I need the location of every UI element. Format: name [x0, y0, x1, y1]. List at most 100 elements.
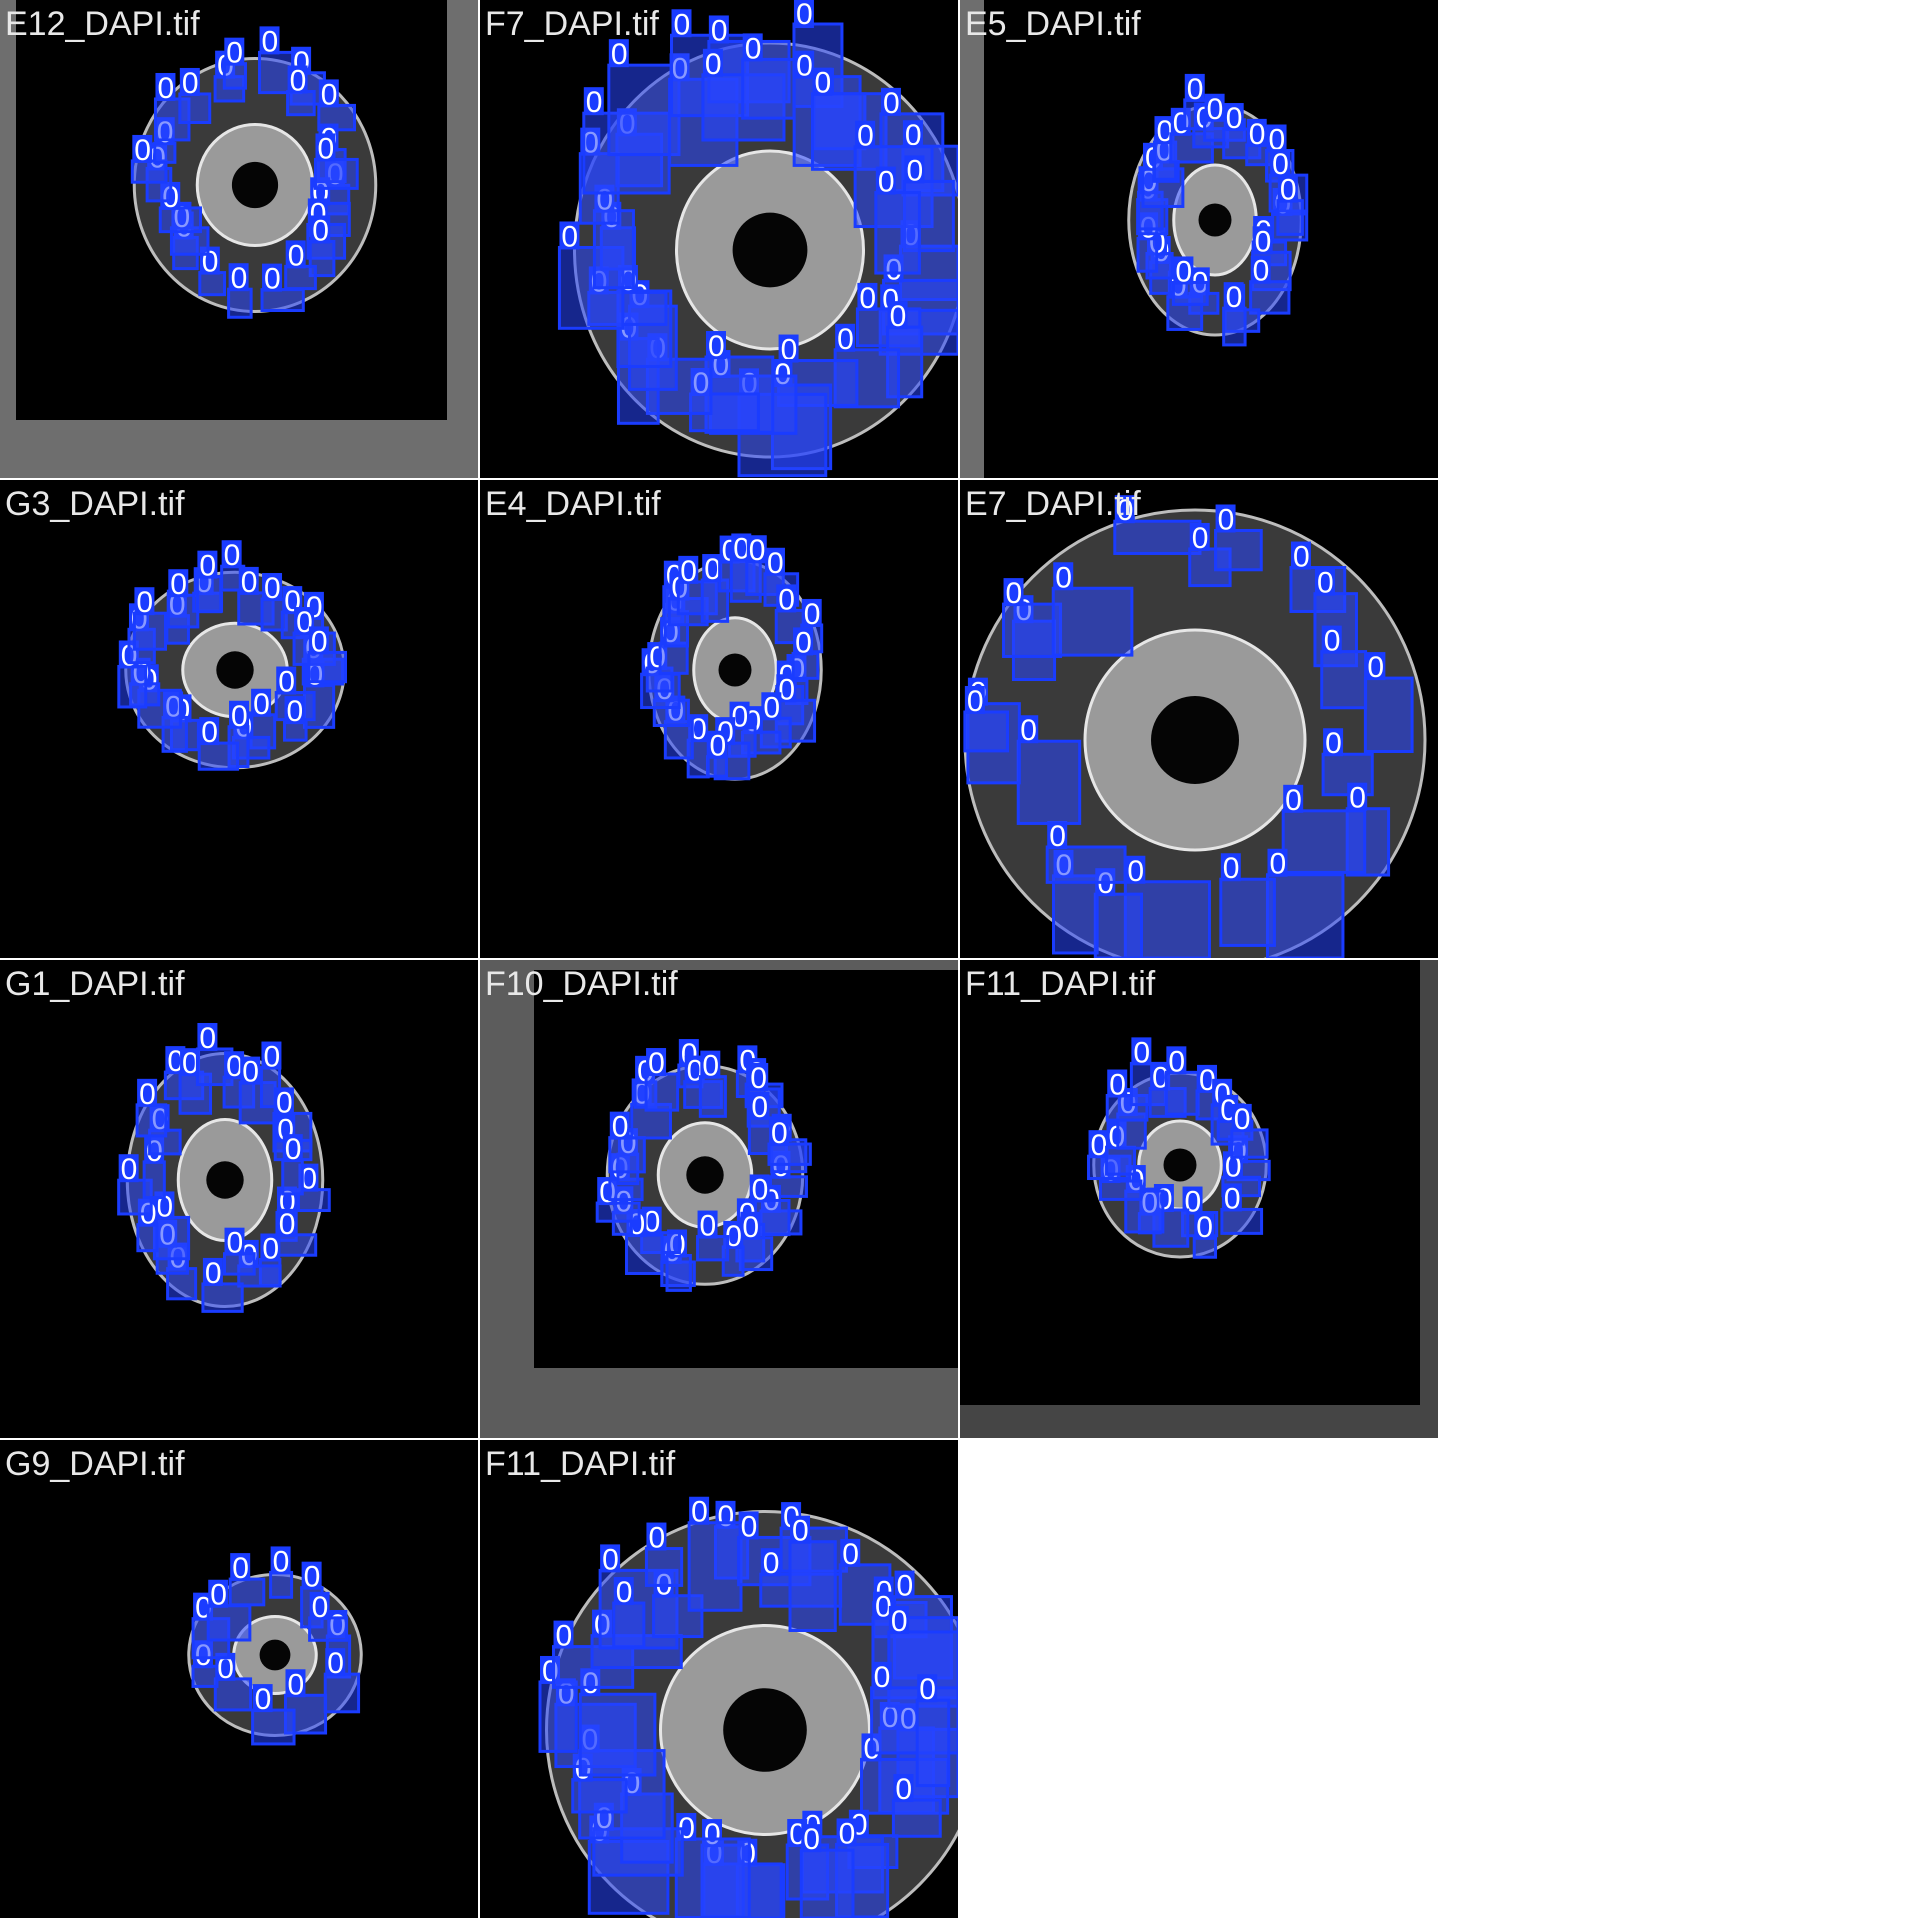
- detection-class-label: 0: [285, 1133, 302, 1166]
- detection-class-label: 0: [134, 134, 151, 167]
- detection-class-label: 0: [919, 1673, 936, 1706]
- detection-class-label: 0: [702, 1050, 719, 1083]
- detection-class-label: 0: [1218, 503, 1235, 536]
- detection-class-label: 0: [648, 1522, 665, 1555]
- detection-class-label: 0: [312, 1591, 329, 1624]
- detection-box: 0: [644, 1047, 680, 1112]
- detection-box: 0: [1113, 494, 1202, 555]
- detection-box: 0: [644, 1522, 684, 1587]
- detection-class-label: 0: [795, 626, 812, 659]
- detection-class-label: 0: [1367, 651, 1384, 684]
- detection-box: 0: [874, 166, 921, 275]
- detection-class-label: 0: [288, 239, 305, 272]
- detection-class-label: 0: [842, 1538, 859, 1571]
- micrograph: 000000000000000000000000: [16, 0, 447, 420]
- detection-class-label: 0: [232, 1552, 249, 1585]
- detection-class-label: 0: [167, 1045, 184, 1078]
- detection-box: 0: [308, 214, 336, 278]
- vessel-lumen: [718, 653, 752, 687]
- detection-class-label: 0: [312, 214, 329, 247]
- detection-class-label: 0: [708, 330, 725, 363]
- detection-box: 0: [1195, 1064, 1222, 1121]
- micrograph: 00000000000000000000000000: [480, 480, 958, 958]
- image-tile: 00000000000000000000000000G3_DAPI.tif: [0, 480, 478, 958]
- detection-class-label: 0: [814, 67, 831, 100]
- detection-class-label: 0: [217, 1652, 234, 1685]
- detection-class-label: 0: [781, 334, 798, 367]
- image-tile: 000000000000000000000000E12_DAPI.tif: [0, 0, 478, 478]
- detection-class-label: 0: [839, 1817, 856, 1850]
- detection-box: 0: [1281, 784, 1367, 874]
- detection-class-label: 0: [732, 701, 749, 734]
- detection-class-label: 0: [725, 1220, 742, 1253]
- detection-box: 0: [313, 132, 359, 190]
- detection-class-label: 0: [296, 606, 313, 639]
- detection-box: 0: [308, 1591, 349, 1642]
- detection-class-label: 0: [1285, 784, 1302, 817]
- detection-class-label: 0: [311, 625, 328, 658]
- detection-class-label: 0: [710, 730, 727, 763]
- detection-class-label: 0: [290, 65, 307, 98]
- detection-box: 0: [166, 568, 200, 629]
- detection-class-label: 0: [905, 119, 922, 152]
- detection-class-label: 0: [226, 1050, 243, 1083]
- detection-class-label: 0: [586, 86, 603, 119]
- detection-box: 0: [284, 239, 317, 291]
- vessel-lumen: [686, 1156, 724, 1194]
- detection-class-label: 0: [201, 716, 218, 749]
- detection-box: 0: [195, 550, 223, 614]
- detection-class-label: 0: [327, 1647, 344, 1680]
- detection-class-label: 0: [837, 323, 854, 356]
- detection-class-label: 0: [745, 32, 762, 65]
- detection-class-label: 0: [1349, 782, 1366, 815]
- detection-class-label: 0: [804, 598, 821, 631]
- vessel-lumen: [723, 1688, 807, 1772]
- detection-box: 0: [323, 1647, 361, 1714]
- detection-box: 0: [227, 262, 253, 319]
- detection-class-label: 0: [749, 534, 766, 567]
- detection-class-label: 0: [182, 67, 199, 100]
- detection-class-label: 0: [803, 1823, 820, 1856]
- detection-class-label: 0: [742, 1211, 759, 1244]
- detection-class-label: 0: [1280, 174, 1297, 207]
- tile-filename-label: F11_DAPI.tif: [485, 1445, 676, 1483]
- detection-box: 0: [1220, 1182, 1264, 1235]
- detection-box: 0: [117, 1153, 153, 1216]
- detection-class-label: 0: [1223, 852, 1240, 885]
- detection-class-label: 0: [1020, 714, 1037, 747]
- detection-class-label: 0: [750, 1062, 767, 1095]
- detection-class-label: 0: [767, 547, 784, 580]
- image-tile: 000000000000000000000000G1_DAPI.tif: [0, 960, 478, 1438]
- image-tile: 000000000000G9_DAPI.tif: [0, 1440, 478, 1918]
- detection-box: 0: [891, 1773, 942, 1838]
- detection-class-label: 0: [287, 695, 304, 728]
- detection-class-label: 0: [304, 1561, 321, 1594]
- tile-filename-label: E7_DAPI.tif: [965, 485, 1141, 523]
- detection-class-label: 0: [226, 37, 243, 70]
- detection-class-label: 0: [690, 713, 707, 746]
- vessel-lumen: [1151, 696, 1239, 784]
- detection-class-label: 0: [255, 1683, 272, 1716]
- detection-class-label: 0: [1249, 118, 1266, 151]
- detection-box: 0: [1230, 1103, 1269, 1159]
- detection-box: 0: [687, 1496, 743, 1612]
- detection-class-label: 0: [1272, 148, 1289, 181]
- micrograph: 00000000000000000000000000: [0, 480, 478, 958]
- detection-class-label: 0: [705, 48, 722, 81]
- detection-box: 0: [197, 716, 240, 771]
- detection-class-label: 0: [612, 1111, 629, 1144]
- detection-box: 0: [213, 1652, 253, 1712]
- detection-class-label: 0: [733, 532, 750, 565]
- detection-class-label: 0: [227, 1227, 244, 1260]
- detection-box: 0: [963, 685, 1010, 753]
- detection-box: 0: [1214, 503, 1263, 572]
- detection-class-label: 0: [648, 1047, 665, 1080]
- image-tile: 00000000000000000000000000E4_DAPI.tif: [480, 480, 958, 958]
- detection-box: 0: [1276, 174, 1304, 236]
- detection-class-label: 0: [262, 1232, 279, 1265]
- micrograph: 000000000000000000000000: [0, 960, 478, 1438]
- detection-class-label: 0: [199, 550, 216, 583]
- detection-class-label: 0: [231, 700, 248, 733]
